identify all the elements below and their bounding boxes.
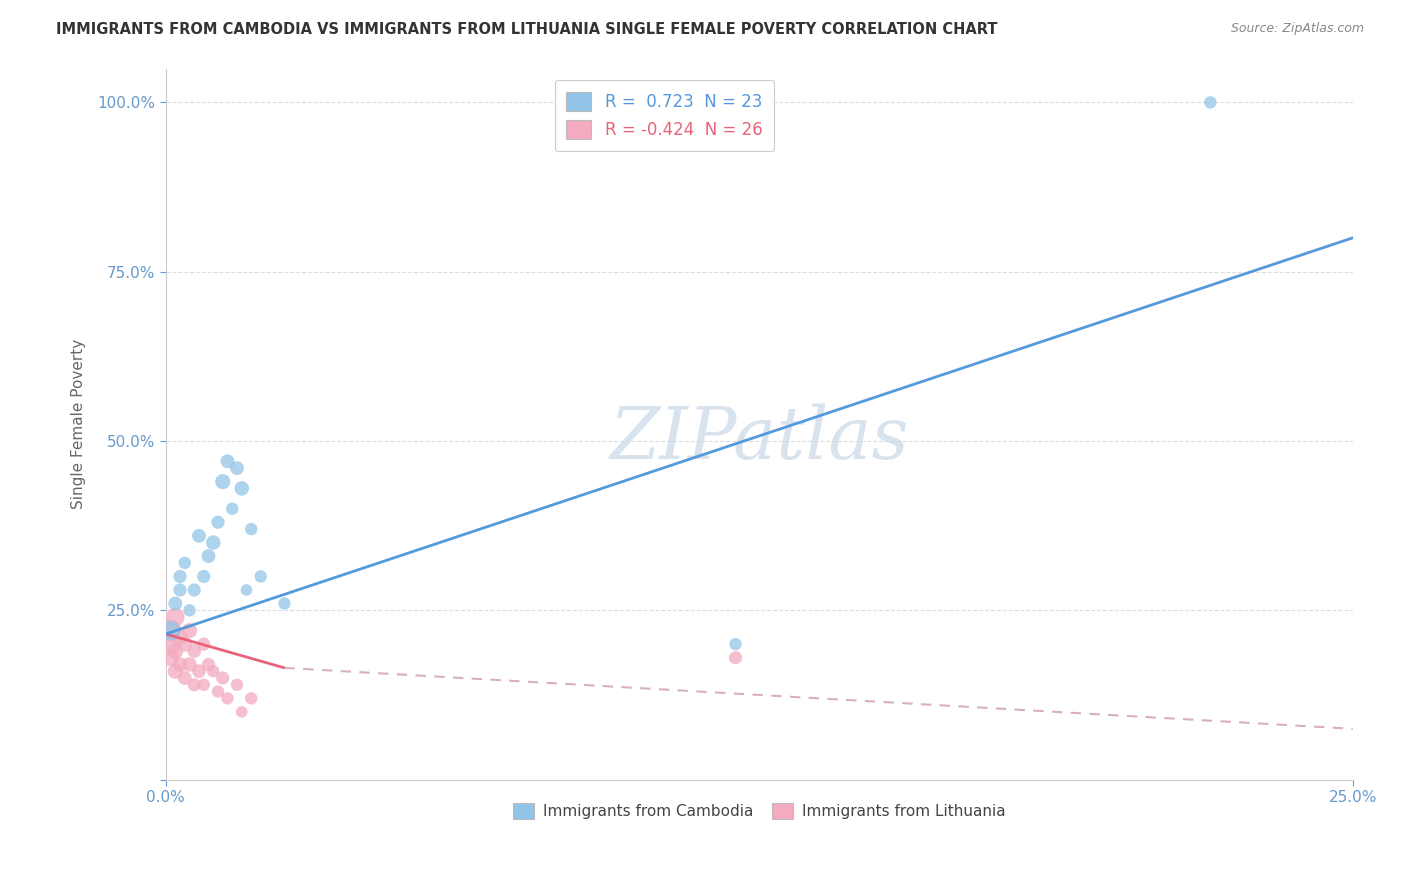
Text: IMMIGRANTS FROM CAMBODIA VS IMMIGRANTS FROM LITHUANIA SINGLE FEMALE POVERTY CORR: IMMIGRANTS FROM CAMBODIA VS IMMIGRANTS F… (56, 22, 998, 37)
Point (169, 631, 191, 645)
Point (183, 582, 205, 597)
Point (165, 610, 187, 624)
Point (188, 665, 211, 679)
Point (179, 657, 201, 672)
Text: Source: ZipAtlas.com: Source: ZipAtlas.com (1230, 22, 1364, 36)
Point (724, 637, 747, 651)
Point (169, 582, 191, 597)
Point (217, 454, 239, 468)
Point (235, 582, 257, 597)
Point (197, 549, 219, 563)
Point (197, 657, 219, 672)
Point (159, 637, 181, 651)
Point (193, 637, 215, 651)
Point (207, 515, 229, 529)
Point (193, 569, 215, 583)
Point (165, 597, 187, 611)
Point (173, 637, 195, 651)
Point (183, 644, 205, 658)
Point (231, 705, 253, 719)
Point (202, 665, 225, 679)
Point (240, 522, 263, 536)
Point (211, 671, 233, 685)
Point (240, 691, 263, 706)
Point (173, 671, 195, 685)
Point (217, 691, 239, 706)
Text: ZIPatlas: ZIPatlas (609, 403, 910, 474)
Point (226, 678, 249, 692)
Point (159, 624, 181, 638)
Point (165, 644, 187, 658)
Point (202, 535, 225, 549)
Point (159, 624, 181, 638)
Point (231, 482, 253, 496)
Point (173, 556, 195, 570)
Point (226, 461, 249, 475)
Legend: Immigrants from Cambodia, Immigrants from Lithuania: Immigrants from Cambodia, Immigrants fro… (506, 797, 1012, 825)
Point (179, 603, 201, 617)
Point (249, 569, 271, 583)
Point (179, 624, 201, 638)
Point (169, 657, 191, 672)
Point (159, 650, 181, 665)
Point (1199, 95, 1222, 110)
Point (221, 501, 243, 516)
Point (188, 529, 211, 543)
Point (183, 678, 205, 692)
Point (724, 650, 747, 665)
Point (169, 569, 191, 583)
Point (273, 597, 295, 611)
Point (193, 678, 215, 692)
Point (165, 665, 187, 679)
Point (211, 475, 233, 489)
Y-axis label: Single Female Poverty: Single Female Poverty (72, 339, 86, 509)
Point (207, 684, 229, 698)
